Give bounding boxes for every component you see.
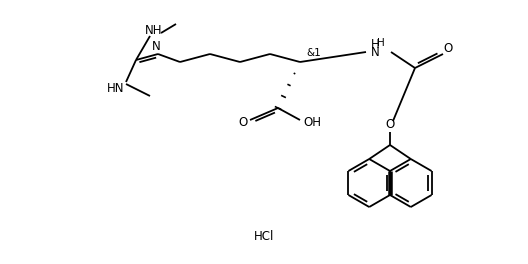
Text: O: O: [385, 119, 394, 131]
Text: N: N: [152, 40, 161, 53]
Text: N: N: [371, 45, 380, 59]
Text: O: O: [444, 43, 452, 55]
Text: NH: NH: [145, 23, 163, 36]
Text: H: H: [377, 38, 385, 48]
Text: HN: HN: [107, 82, 125, 95]
Text: HCl: HCl: [254, 229, 274, 243]
Text: H: H: [371, 37, 380, 50]
Text: O: O: [238, 116, 248, 129]
Text: &1: &1: [307, 48, 322, 58]
Text: OH: OH: [303, 116, 321, 129]
